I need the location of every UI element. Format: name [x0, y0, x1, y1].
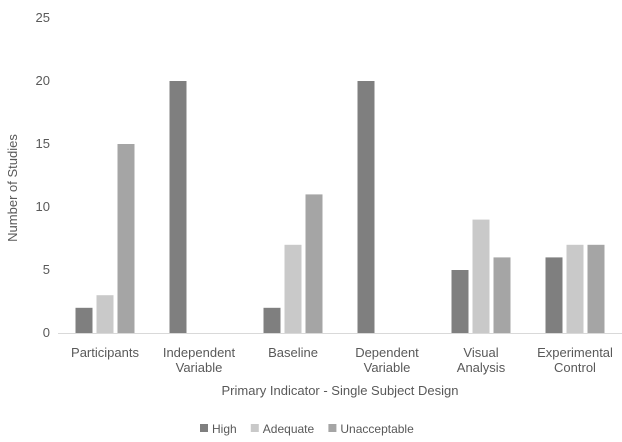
x-category-label: Control	[554, 360, 596, 375]
x-category-label: Variable	[176, 360, 223, 375]
bar-high-1	[169, 81, 187, 333]
x-category-label: Experimental	[537, 345, 613, 360]
y-axis-title: Number of Studies	[5, 134, 20, 242]
bar-adequate-4	[472, 219, 490, 333]
bar-high-3	[357, 81, 375, 333]
bar-unacceptable-4	[493, 257, 511, 333]
legend-swatch-high	[200, 424, 208, 432]
y-tick-label: 15	[36, 136, 50, 151]
x-category-label: Variable	[364, 360, 411, 375]
bar-high-2	[263, 307, 281, 333]
legend-swatch-unacceptable	[328, 424, 337, 432]
bar-unacceptable-2	[305, 194, 323, 333]
x-category-label: Baseline	[268, 345, 318, 360]
legend: High Adequate Unacceptable	[200, 422, 414, 436]
x-category-label: Analysis	[457, 360, 506, 375]
bar-high-5	[545, 257, 563, 333]
bar-unacceptable-0	[117, 144, 135, 333]
y-tick-label: 0	[43, 325, 50, 340]
bar-unacceptable-5	[587, 244, 605, 333]
x-category-label: Visual	[463, 345, 498, 360]
bar-adequate-2	[284, 244, 302, 333]
bar-adequate-0	[96, 295, 114, 333]
x-category-label: Dependent	[355, 345, 419, 360]
legend-label-unacceptable: Unacceptable	[340, 422, 414, 436]
x-axis-title: Primary Indicator - Single Subject Desig…	[222, 383, 459, 398]
legend-label-high: High	[212, 422, 237, 436]
y-tick-label: 25	[36, 10, 50, 25]
bar-high-4	[451, 270, 469, 333]
legend-label-adequate: Adequate	[263, 422, 315, 436]
y-axis-ticks: 0 5 10 15 20 25	[36, 10, 50, 340]
y-tick-label: 10	[36, 199, 50, 214]
y-tick-label: 20	[36, 73, 50, 88]
x-category-label: Participants	[71, 345, 139, 360]
bar-adequate-5	[566, 244, 584, 333]
bar-high-0	[75, 307, 93, 333]
legend-swatch-adequate	[250, 424, 259, 432]
bars	[75, 81, 605, 333]
x-category-label: Independent	[163, 345, 236, 360]
y-tick-label: 5	[43, 262, 50, 277]
